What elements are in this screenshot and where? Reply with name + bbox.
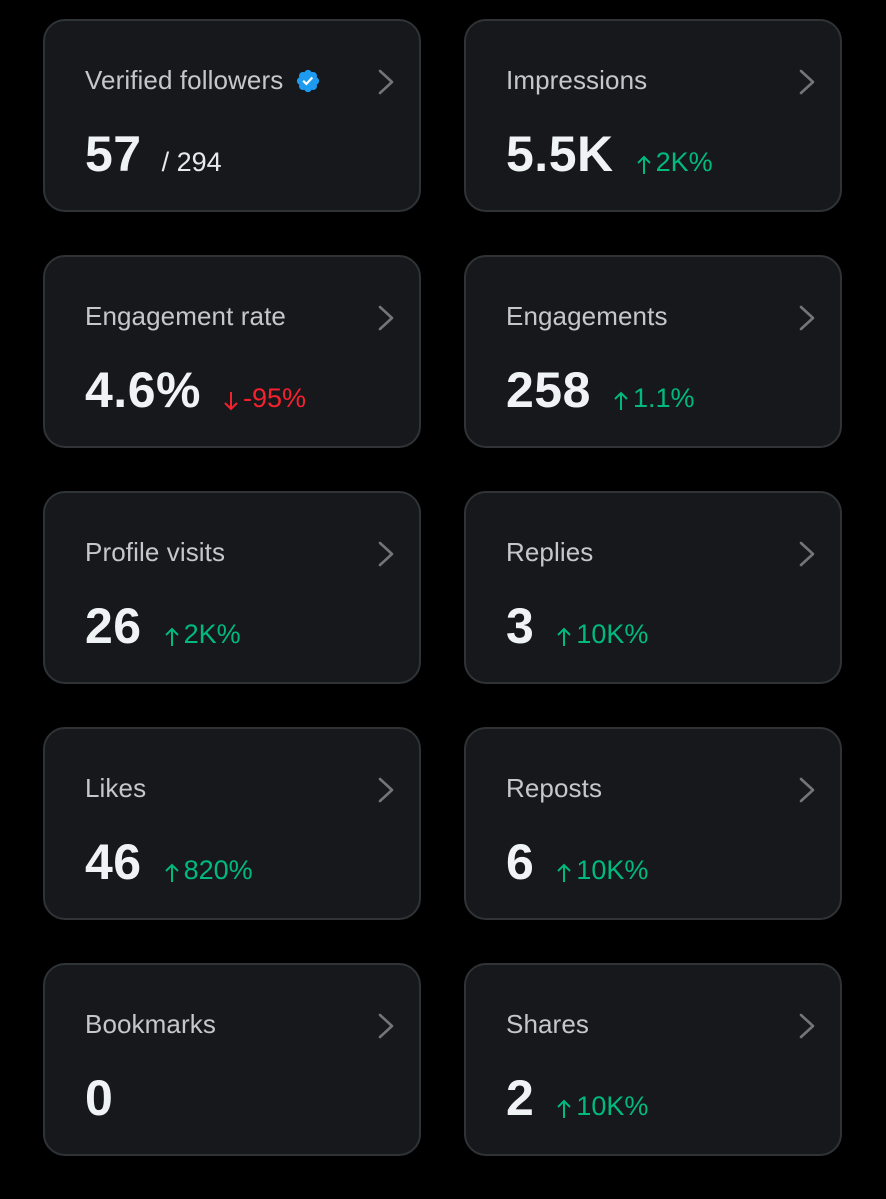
chevron-right-icon	[378, 69, 394, 95]
metric-value: 5.5K	[506, 126, 614, 182]
metric-card-replies[interactable]: Replies 3 10K%	[464, 491, 842, 684]
chevron-right-icon	[799, 541, 815, 567]
metric-label: Likes	[85, 773, 147, 803]
metric-card-engagement-rate[interactable]: Engagement rate 4.6% -95%	[43, 255, 421, 448]
metric-change: 2K%	[164, 619, 241, 650]
metric-label-row: Shares	[506, 1009, 589, 1040]
chevron-right-icon	[799, 305, 815, 331]
chevron-right-icon	[799, 777, 815, 803]
metric-label: Impressions	[506, 65, 648, 95]
metric-change: 820%	[164, 855, 253, 886]
metric-card-reposts[interactable]: Reposts 6 10K%	[464, 727, 842, 920]
arrow-up-icon	[557, 627, 572, 646]
metric-card-bookmarks[interactable]: Bookmarks 0	[43, 963, 421, 1156]
arrow-up-icon	[614, 391, 628, 410]
metric-label-row: Replies	[506, 537, 593, 568]
metric-change-value: 10K%	[576, 619, 649, 649]
metric-value-row: 258 1.1%	[506, 365, 694, 415]
metric-total: / 294	[161, 147, 222, 177]
metric-value: 26	[85, 598, 142, 654]
metric-value: 57	[85, 126, 142, 182]
metric-change-value: 10K%	[576, 855, 649, 885]
arrow-up-icon	[164, 627, 179, 646]
metric-change: 1.1%	[613, 383, 695, 414]
arrow-up-icon	[164, 863, 179, 882]
metric-value-row: 57 / 294	[85, 129, 222, 179]
metric-change: 2K%	[636, 147, 713, 178]
metric-label-row: Engagements	[506, 301, 668, 332]
metric-value-row: 26 2K%	[85, 601, 241, 651]
chevron-right-icon	[378, 1013, 394, 1039]
metric-label: Shares	[506, 1009, 589, 1039]
metric-label: Engagements	[506, 301, 668, 331]
chevron-right-icon	[799, 1013, 815, 1039]
metric-card-shares[interactable]: Shares 2 10K%	[464, 963, 842, 1156]
metric-card-verified-followers[interactable]: Verified followers 57 / 294	[43, 19, 421, 212]
metric-change-value: 1.1%	[632, 383, 695, 413]
metric-change-value: 2K%	[183, 619, 241, 649]
metric-label-row: Reposts	[506, 773, 602, 804]
metric-value: 2	[506, 1070, 535, 1126]
metric-value: 46	[85, 834, 142, 890]
metric-value-row: 4.6% -95%	[85, 365, 306, 415]
arrow-up-icon	[557, 1099, 572, 1118]
metric-value-row: 6 10K%	[506, 837, 648, 887]
chevron-right-icon	[799, 69, 815, 95]
metric-label: Reposts	[506, 773, 603, 803]
metric-label-row: Impressions	[506, 65, 647, 96]
metric-label-row: Verified followers	[85, 65, 321, 96]
metric-value: 0	[85, 1070, 114, 1126]
metric-card-engagements[interactable]: Engagements 258 1.1%	[464, 255, 842, 448]
metric-change: 10K%	[556, 1091, 648, 1122]
chevron-right-icon	[378, 777, 394, 803]
metric-card-profile-visits[interactable]: Profile visits 26 2K%	[43, 491, 421, 684]
metric-value-row: 0	[85, 1073, 113, 1123]
metric-value-row: 3 10K%	[506, 601, 648, 651]
metric-change-value: -95%	[242, 383, 306, 413]
metric-change: 10K%	[556, 855, 648, 886]
metric-value: 3	[506, 598, 535, 654]
metric-change-value: 820%	[183, 855, 253, 885]
metric-value-row: 5.5K 2K%	[506, 129, 713, 179]
metric-value: 4.6%	[85, 362, 201, 418]
metric-value: 258	[506, 362, 591, 418]
metric-label: Engagement rate	[85, 301, 286, 331]
metric-change-value: 10K%	[576, 1091, 649, 1121]
arrow-up-icon	[557, 863, 572, 882]
metric-change-value: 2K%	[655, 147, 713, 177]
chevron-right-icon	[378, 541, 394, 567]
metric-change: 10K%	[556, 619, 648, 650]
metric-card-impressions[interactable]: Impressions 5.5K 2K%	[464, 19, 842, 212]
metric-label-row: Engagement rate	[85, 301, 286, 332]
metric-card-likes[interactable]: Likes 46 820%	[43, 727, 421, 920]
metric-label: Profile visits	[85, 537, 226, 567]
metric-label: Bookmarks	[85, 1009, 216, 1039]
arrow-up-icon	[636, 155, 651, 174]
metric-label: Verified followers	[85, 65, 284, 95]
verified-badge-icon	[297, 69, 320, 92]
chevron-right-icon	[378, 305, 394, 331]
metric-change: -95%	[223, 383, 306, 414]
arrow-down-icon	[224, 391, 238, 410]
metric-value-row: 2 10K%	[506, 1073, 648, 1123]
metric-label-row: Likes	[85, 773, 146, 804]
metric-value: 6	[506, 834, 535, 890]
metric-value-row: 46 820%	[85, 837, 253, 887]
metric-label-row: Profile visits	[85, 537, 225, 568]
metric-label: Replies	[506, 537, 594, 567]
metric-label-row: Bookmarks	[85, 1009, 216, 1040]
